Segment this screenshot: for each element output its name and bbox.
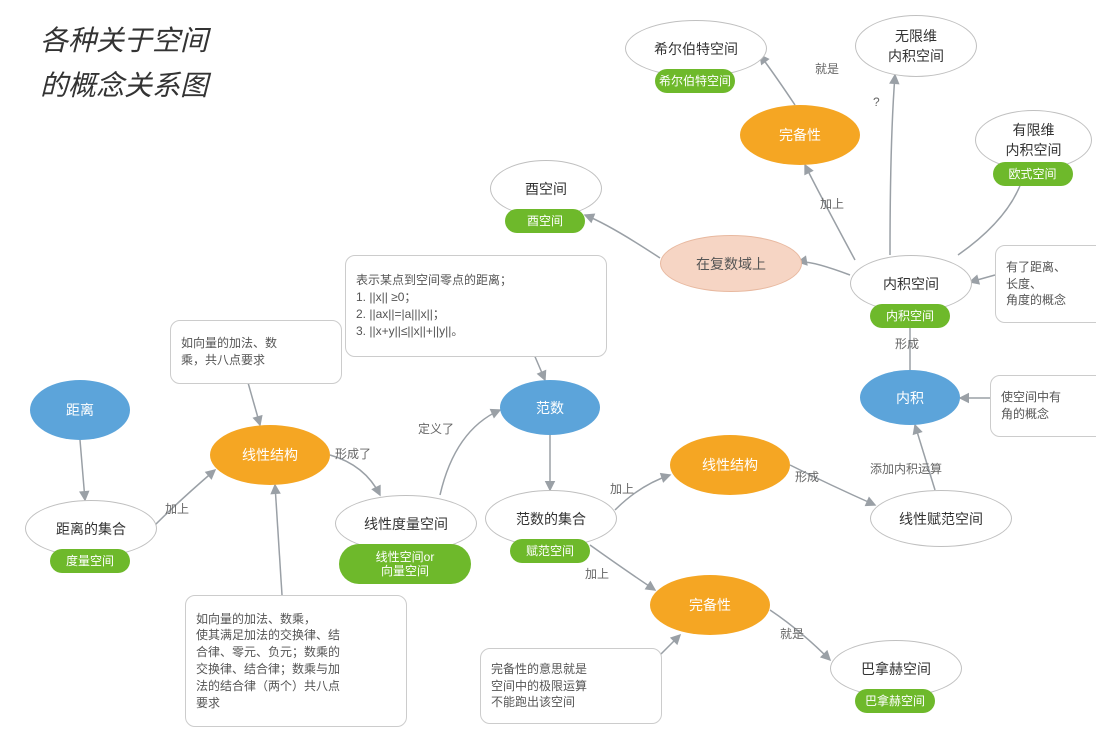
node-note-algebra: 如向量的加法、数乘， 使其满足加法的交换律、结 合律、零元、负元；数乘的 交换律… (185, 595, 407, 727)
edge (915, 425, 935, 490)
node-linear-struct-1: 线性结构 (210, 425, 330, 485)
edge (805, 165, 855, 260)
edge (760, 55, 795, 105)
edge (275, 485, 282, 595)
tag-linear-metric: 线性空间or 向量空间 (339, 544, 471, 584)
edge-label-inner-space-inf-dim: ? (873, 95, 880, 109)
edge-label-normed-linear-inner-product: 添加内积运算 (870, 460, 942, 477)
edge-label-complete-2-banach: 就是 (780, 625, 804, 642)
edge-label-linear-struct-1-linear-metric: 形成了 (335, 445, 371, 462)
tag-banach: 巴拿赫空间 (855, 689, 935, 713)
node-inner-product: 内积 (860, 370, 960, 425)
node-distance: 距离 (30, 380, 130, 440)
tag-norm-set: 赋范空间 (510, 539, 590, 563)
edge (970, 275, 995, 282)
edge-label-linear-struct-2-normed-linear: 形成 (795, 468, 819, 485)
node-note-angle: 使空间中有 角的概念 (990, 375, 1096, 437)
edge-label-inner-space-complete-1: 加上 (820, 195, 844, 212)
tag-hilbert: 希尔伯特空间 (655, 69, 735, 93)
edge (798, 262, 850, 275)
node-fin-dim: 有限维 内积空间 (975, 110, 1092, 170)
node-note-dist-angle: 有了距离、 长度、 角度的概念 (995, 245, 1096, 323)
edge-label-norm-set-linear-struct-2: 加上 (610, 480, 634, 497)
node-note-linear-8: 如向量的加法、数 乘，共八点要求 (170, 320, 342, 384)
node-linear-struct-2: 线性结构 (670, 435, 790, 495)
edge-label-inner-product-inner-space: 形成 (895, 335, 919, 352)
edge (890, 75, 895, 255)
tag-unitary: 酉空间 (505, 209, 585, 233)
edge-label-distance-set-linear-struct-1: 加上 (165, 500, 189, 517)
node-note-complete: 完备性的意思就是 空间中的极限运算 不能跑出该空间 (480, 648, 662, 724)
edge (585, 215, 660, 258)
node-inf-dim: 无限维 内积空间 (855, 15, 977, 77)
tag-distance-set: 度量空间 (50, 549, 130, 573)
node-note-norm: 表示某点到空间零点的距离； 1. ||x|| ≥0； 2. ||ax||=|a|… (345, 255, 607, 357)
edge-label-linear-metric-norm: 定义了 (418, 420, 454, 437)
edge-label-norm-set-complete-2: 加上 (585, 565, 609, 582)
node-normed-linear: 线性赋范空间 (870, 490, 1012, 547)
concept-map-canvas: 各种关于空间 的概念关系图 距离距离的集合度量空间如向量的加法、数 乘，共八点要… (0, 0, 1096, 740)
edge-label-complete-1-hilbert: 就是 (815, 60, 839, 77)
tag-fin-dim: 欧式空间 (993, 162, 1073, 186)
node-complete-2: 完备性 (650, 575, 770, 635)
edges-layer (0, 0, 1096, 740)
edge (80, 440, 85, 500)
node-complex-domain: 在复数域上 (660, 235, 802, 292)
node-norm: 范数 (500, 380, 600, 435)
tag-inner-space: 内积空间 (870, 304, 950, 328)
diagram-title: 各种关于空间 的概念关系图 (40, 20, 208, 110)
node-complete-1: 完备性 (740, 105, 860, 165)
